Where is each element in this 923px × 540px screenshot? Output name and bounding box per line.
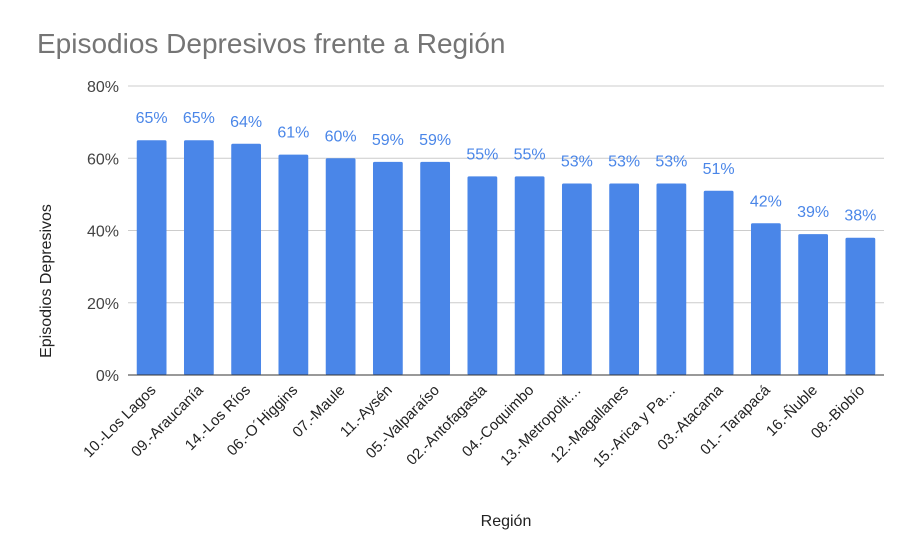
y-tick-label: 40% [87,224,119,241]
y-tick-label: 60% [87,151,119,168]
y-tick-label: 20% [87,296,119,313]
data-label: 51% [703,161,735,178]
data-label: 55% [514,146,546,163]
x-tick-label: 15.-Arica y Pa… [590,382,679,471]
x-axis-title: Región [481,513,532,530]
data-label: 65% [136,110,168,127]
bar[interactable] [750,223,781,375]
data-label: 39% [797,204,829,221]
bar[interactable] [231,143,262,375]
bar[interactable] [420,161,451,375]
bar[interactable] [183,140,214,375]
bar[interactable] [467,176,498,375]
bar[interactable] [798,234,829,375]
data-label: 53% [561,154,593,171]
data-label: 65% [183,110,215,127]
bar[interactable] [609,183,640,375]
bar[interactable] [703,190,734,375]
data-label: 64% [230,114,262,131]
y-tick-label: 0% [96,368,119,385]
bar[interactable] [845,237,876,375]
data-label: 61% [277,125,309,142]
y-tick-label: 80% [87,79,119,96]
data-label: 60% [325,128,357,145]
x-tick-label: 02.-Antofagasta [403,381,490,468]
data-label: 38% [844,208,876,225]
y-axis-title: Episodios Depresivos [38,204,55,358]
data-label: 59% [372,132,404,149]
bar[interactable] [372,161,403,375]
chart-title: Episodios Depresivos frente a Región [37,28,505,59]
bars [136,140,876,375]
y-axis-ticks: 0% 20% 40% 60% 80% [87,79,119,385]
bar[interactable] [325,158,356,375]
data-labels: 65% 65% 64% 61% 60% 59% 59% 55% 55% 53% 53% 53% 51% 4… [136,110,877,225]
data-label: 55% [466,146,498,163]
data-label: 53% [608,154,640,171]
bar[interactable] [278,154,309,375]
x-tick-label: 13.-Metropolit… [497,382,584,469]
data-label: 42% [750,193,782,210]
bar[interactable] [656,183,687,375]
data-label: 53% [655,154,687,171]
bar[interactable] [136,140,167,375]
bar[interactable] [514,176,545,375]
data-label: 59% [419,132,451,149]
bar[interactable] [561,183,592,375]
